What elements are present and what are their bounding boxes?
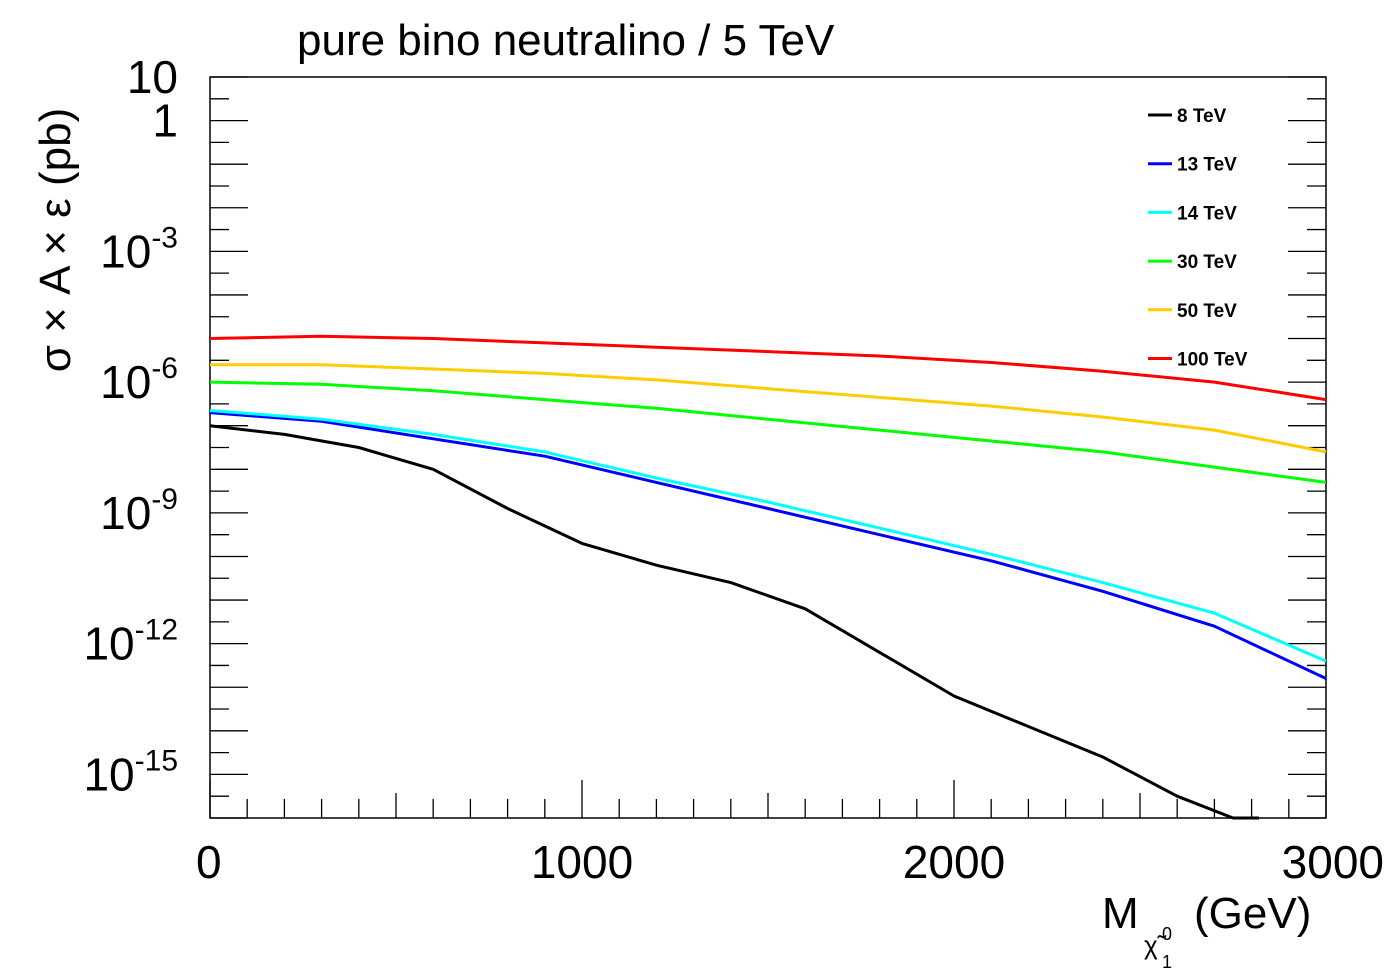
plot-frame <box>209 76 1327 819</box>
y-tick-label: 10 <box>127 51 178 103</box>
legend-label: 30 TeV <box>1177 252 1237 273</box>
chart-title: pure bino neutralino / 5 TeV <box>297 16 835 65</box>
legend-label: 100 TeV <box>1177 350 1248 371</box>
x-tick-label: 0 <box>196 836 222 888</box>
series-line-14-tev <box>209 409 1327 663</box>
y-tick-label: 10-3 <box>100 221 178 277</box>
y-tick-label: 10-15 <box>83 744 178 800</box>
series-line-13-tev <box>209 411 1327 680</box>
x-tick-label: 1000 <box>531 836 633 888</box>
svg-text:1: 1 <box>1162 952 1172 972</box>
legend-label: 8 TeV <box>1177 106 1227 127</box>
y-tick-label: 10-9 <box>100 483 178 539</box>
svg-text:M: M <box>1102 889 1139 938</box>
y-tick-label: 10-12 <box>83 614 178 670</box>
y-tick-label: 10-6 <box>100 352 178 408</box>
legend-label: 50 TeV <box>1177 301 1237 322</box>
svg-text:σ × A × ε (pb): σ × A × ε (pb) <box>31 108 80 372</box>
series-line-100-tev <box>209 334 1327 402</box>
svg-text:0: 0 <box>1162 924 1172 944</box>
legend-label: 13 TeV <box>1177 155 1237 176</box>
x-tick-label: 3000 <box>1282 836 1384 888</box>
series-line-50-tev <box>210 363 1327 454</box>
series-lines <box>209 334 1327 820</box>
svg-text:(GeV): (GeV) <box>1194 889 1311 938</box>
series-line-30-tev <box>209 380 1327 484</box>
x-tick-label: 2000 <box>903 836 1005 888</box>
series-line-8-tev <box>209 424 1259 820</box>
y-axis-label: σ × A × ε (pb) <box>31 108 80 372</box>
y-axis-ticks: 101 10-3 10-6 10-9 10-12 10-15 <box>83 51 1326 819</box>
y-tick-label: 1 <box>152 95 178 147</box>
legend-label: 14 TeV <box>1177 203 1237 224</box>
x-axis-ticks: 0 1000 2000 3000 <box>196 780 1384 888</box>
legend: 8 TeV 13 TeV 14 TeV 30 TeV 50 TeV 100 TeV <box>1148 106 1248 371</box>
x-axis-label: M χ̃ 0 1 (GeV) <box>1102 889 1311 972</box>
